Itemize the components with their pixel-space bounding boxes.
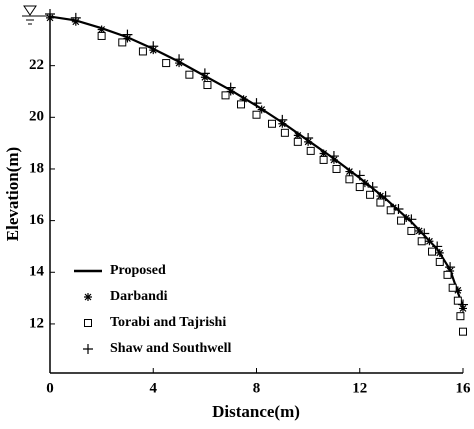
square-marker xyxy=(459,327,467,336)
plus-marker xyxy=(419,228,430,239)
asterisk-marker xyxy=(453,286,462,295)
square-marker xyxy=(319,155,328,164)
legend-label: Shaw and Southwell xyxy=(110,341,231,356)
y-axis-label: Elevation(m) xyxy=(3,147,22,241)
square-marker xyxy=(453,296,462,305)
square-marker xyxy=(162,59,171,68)
y-tick-label: 12 xyxy=(29,315,44,331)
plus-marker xyxy=(328,151,339,162)
asterisk-marker xyxy=(239,95,248,104)
square-marker xyxy=(428,247,437,256)
asterisk-marker xyxy=(293,131,302,140)
asterisk-marker xyxy=(435,248,444,257)
legend-label: Proposed xyxy=(110,263,166,278)
plus-marker xyxy=(45,9,55,19)
asterisk-marker xyxy=(415,226,424,235)
square-marker xyxy=(386,206,395,215)
y-tick-label: 22 xyxy=(29,57,44,73)
water-level-symbol xyxy=(22,5,50,25)
plus-marker xyxy=(445,262,456,273)
asterisk-marker xyxy=(402,214,411,223)
plus-marker xyxy=(432,241,443,252)
asterisk-marker xyxy=(345,167,354,176)
plus-marker xyxy=(406,214,417,225)
square-marker xyxy=(332,164,341,173)
legend-marker xyxy=(83,344,93,354)
square-marker xyxy=(185,70,194,79)
square-marker xyxy=(97,31,106,40)
x-tick-label: 0 xyxy=(46,380,54,396)
plus-marker xyxy=(148,41,159,52)
x-tick-label: 8 xyxy=(253,380,261,396)
square-marker xyxy=(267,119,276,128)
plus-marker xyxy=(393,203,404,214)
asterisk-marker xyxy=(97,25,106,34)
square-marker xyxy=(407,226,416,235)
square-marker xyxy=(443,270,452,279)
legend-label: Torabi and Tajrishi xyxy=(110,315,226,330)
plus-marker xyxy=(380,191,391,202)
asterisk-marker xyxy=(376,192,385,201)
plus-marker xyxy=(70,12,81,23)
square-marker xyxy=(366,190,375,199)
legend-label: Darbandi xyxy=(110,289,168,304)
square-marker xyxy=(355,183,364,192)
square-marker xyxy=(203,81,212,90)
legend-marker xyxy=(84,293,92,301)
x-axis-label: Distance(m) xyxy=(212,402,300,421)
plus-marker xyxy=(367,182,378,193)
x-tick-label: 12 xyxy=(352,380,367,396)
square-marker xyxy=(435,257,444,266)
plus-marker xyxy=(174,54,185,65)
plus-marker xyxy=(277,114,288,125)
y-tick-label: 14 xyxy=(29,264,45,280)
y-tick-label: 16 xyxy=(29,212,45,228)
asterisk-marker xyxy=(425,237,434,246)
asterisk-marker xyxy=(319,149,328,158)
square-marker xyxy=(221,91,230,100)
legend-marker xyxy=(84,319,92,327)
x-tick-label: 16 xyxy=(456,380,472,396)
square-marker xyxy=(376,198,385,207)
plus-marker xyxy=(199,68,210,79)
plus-marker xyxy=(225,82,236,93)
square-marker xyxy=(118,38,127,47)
y-tick-label: 18 xyxy=(29,160,44,176)
curve xyxy=(49,15,465,308)
square-marker xyxy=(456,312,465,321)
square-marker xyxy=(293,137,302,146)
plus-marker xyxy=(354,170,365,181)
square-marker xyxy=(397,216,406,225)
square-marker xyxy=(306,146,315,155)
plus-marker xyxy=(122,29,133,40)
square-marker xyxy=(417,237,426,246)
y-tick-label: 20 xyxy=(29,109,44,125)
square-marker xyxy=(448,283,457,292)
square-marker xyxy=(138,47,147,56)
square-marker xyxy=(280,128,289,137)
square-marker xyxy=(237,100,246,109)
asterisk-marker xyxy=(360,179,369,188)
plus-marker xyxy=(251,98,262,109)
x-tick-label: 4 xyxy=(150,380,158,396)
plus-marker xyxy=(303,132,314,143)
plus-marker xyxy=(458,299,468,310)
square-marker xyxy=(252,110,261,119)
asterisk-marker xyxy=(257,105,266,114)
square-marker xyxy=(345,175,354,184)
